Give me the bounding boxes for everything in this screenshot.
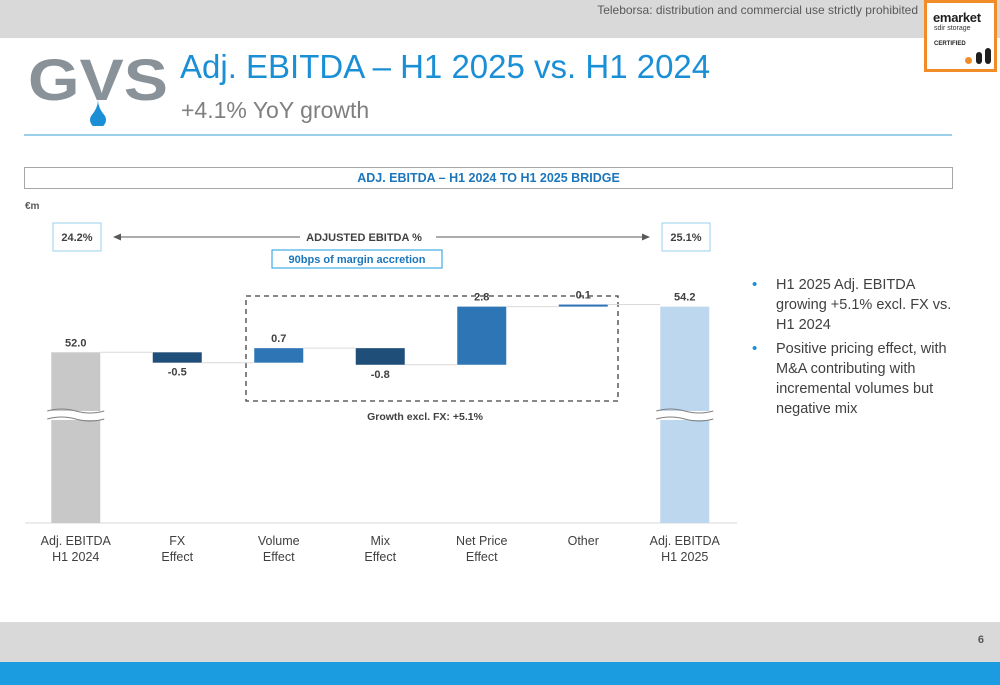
waterfall-bar xyxy=(457,306,507,365)
badge-brand: emarket xyxy=(933,10,981,25)
data-label: -0.5 xyxy=(168,367,187,379)
waterfall-bar xyxy=(558,304,608,307)
category-label: FX xyxy=(169,534,186,548)
category-label: Effect xyxy=(161,550,193,564)
data-label: 52.0 xyxy=(65,337,86,349)
badge-certified: CERTIFIED xyxy=(934,41,966,47)
growth-label: Growth excl. FX: +5.1% xyxy=(367,411,483,423)
ebitda-bridge-chart: €m 24.2% 25.1% ADJUSTED EBITDA % 90bps of ma… xyxy=(25,201,737,564)
axis-break-gap xyxy=(47,411,105,420)
footer-bar xyxy=(0,622,1000,662)
category-label: Effect xyxy=(466,550,498,564)
data-label: 2.8 xyxy=(474,292,489,304)
axis-break-mark xyxy=(656,408,714,414)
category-label: Adj. EBITDA xyxy=(41,534,112,548)
category-label: Mix xyxy=(371,534,391,548)
margin-start-box xyxy=(52,222,102,252)
emarket-certified-badge: emarket sdir storage CERTIFIED xyxy=(924,0,997,72)
waterfall-bar xyxy=(355,348,405,365)
top-bar: Teleborsa: distribution and commercial u… xyxy=(0,0,1000,38)
waterfall-bar xyxy=(152,352,202,363)
bullet-item: Positive pricing effect, with M&A contri… xyxy=(752,339,967,419)
category-label: Net Price xyxy=(456,534,507,548)
category-label: Effect xyxy=(364,550,396,564)
category-label: H1 2024 xyxy=(52,550,99,564)
axis-break-mark xyxy=(47,408,105,414)
water-drop-icon xyxy=(90,100,106,126)
unit-label: €m xyxy=(25,201,40,212)
data-label: 0.1 xyxy=(576,290,591,302)
category-label: Volume xyxy=(258,534,300,548)
commentary-bullets: H1 2025 Adj. EBITDA growing +5.1% excl. … xyxy=(752,275,967,423)
axis-break-gap xyxy=(656,411,714,420)
page-number: 6 xyxy=(977,634,984,646)
arrow-right-icon xyxy=(642,233,650,241)
gvs-logo: GVS xyxy=(28,50,168,126)
badge-dot-icon xyxy=(965,57,972,64)
page-subtitle: +4.1% YoY growth xyxy=(181,97,370,123)
waterfall-bar xyxy=(254,348,304,363)
disclaimer-text: Teleborsa: distribution and commercial u… xyxy=(597,3,918,17)
margin-end-label: 25.1% xyxy=(670,232,701,244)
data-label: 0.7 xyxy=(271,333,286,345)
badge-bar-icon xyxy=(985,48,991,64)
axis-break-mark xyxy=(656,416,714,422)
category-label: Effect xyxy=(263,550,295,564)
growth-excl-fx-box xyxy=(245,295,619,402)
category-label: H1 2025 xyxy=(661,550,708,564)
axis-break-mark xyxy=(47,416,105,422)
badge-bar-icon xyxy=(976,52,982,64)
title-divider xyxy=(24,134,952,136)
margin-end-box xyxy=(661,222,711,252)
category-label: Adj. EBITDA xyxy=(650,534,721,548)
category-label: Other xyxy=(568,534,599,548)
margin-start-label: 24.2% xyxy=(61,232,92,244)
page-title: Adj. EBITDA – H1 2025 vs. H1 2024 xyxy=(180,48,711,85)
accretion-label: 90bps of margin accretion xyxy=(289,254,426,266)
footer-accent-bar xyxy=(0,662,1000,685)
arrow-left-icon xyxy=(113,233,121,241)
bridge-title: ADJ. EBITDA – H1 2024 TO H1 2025 BRIDGE xyxy=(24,167,953,189)
accretion-box xyxy=(271,249,443,269)
data-label: 54.2 xyxy=(674,292,695,304)
margin-series-label: ADJUSTED EBITDA % xyxy=(306,232,422,244)
bullet-item: H1 2025 Adj. EBITDA growing +5.1% excl. … xyxy=(752,275,967,335)
data-label: -0.8 xyxy=(371,369,390,381)
badge-subtitle: sdir storage xyxy=(934,25,971,32)
waterfall-bar xyxy=(51,352,101,523)
